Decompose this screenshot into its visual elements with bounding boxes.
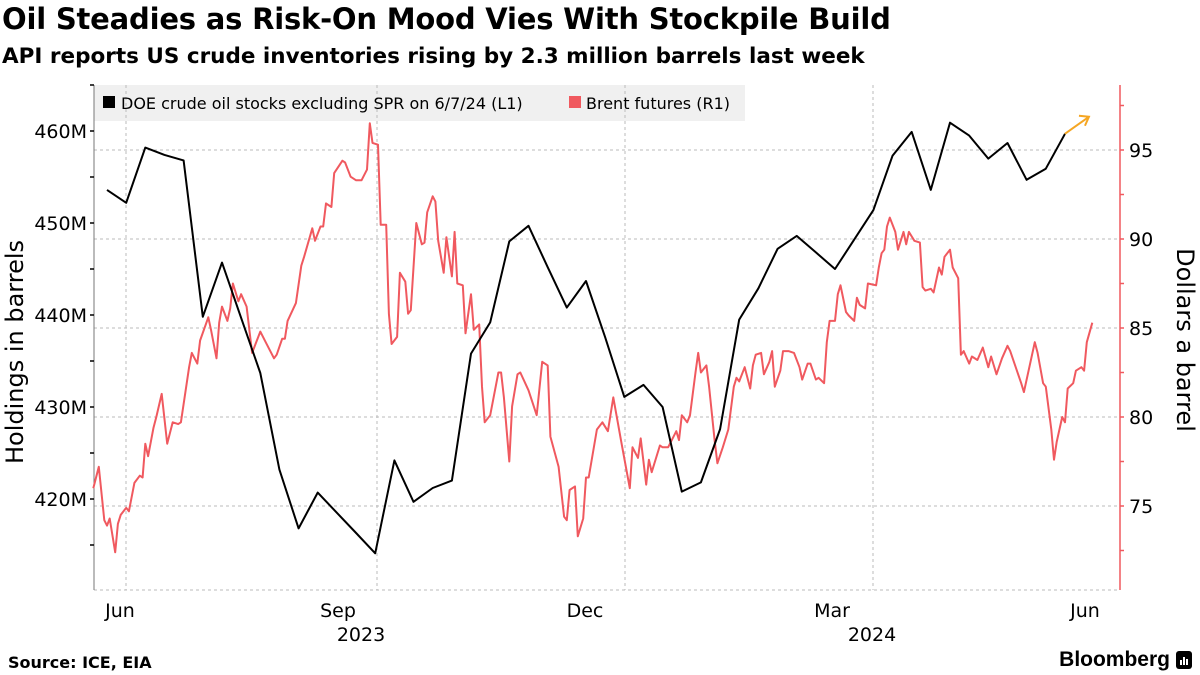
series xyxy=(92,114,1094,555)
y-right-tick-label: 95 xyxy=(1129,140,1153,162)
x-tick-label: Mar xyxy=(814,600,850,622)
y-left-tick-label: 420M xyxy=(34,489,87,511)
y-right-tick-label: 80 xyxy=(1129,407,1153,429)
x-year-label: 2023 xyxy=(337,624,385,646)
y-left-tick-label: 450M xyxy=(34,213,87,235)
axes: Jun Sep Dec Mar Jun 2023 2024 420M 430M 440M 450M 4… xyxy=(34,84,1153,646)
x-tick-label: Dec xyxy=(567,600,604,622)
arrow-head xyxy=(1078,114,1091,127)
source-note: Source: ICE, EIA xyxy=(8,653,152,672)
bloomberg-logo: Bloomberg xyxy=(1059,648,1192,672)
x-tick-label: Jun xyxy=(1069,600,1100,622)
legend-label-brent: Brent futures (R1) xyxy=(586,94,730,113)
y-left-tick-label: 430M xyxy=(34,397,87,419)
legend-swatch-brent xyxy=(569,96,581,108)
doe-stocks-line xyxy=(106,121,1066,555)
y-left-tick-label: 460M xyxy=(34,121,87,143)
y-left-axis-title: Holdings in barrels xyxy=(1,240,29,464)
x-tick-label: Sep xyxy=(320,600,356,622)
brand-name: Bloomberg xyxy=(1059,648,1170,671)
x-year-label: 2024 xyxy=(848,624,896,646)
arrow-shaft xyxy=(1064,115,1090,135)
bloomberg-chart-icon xyxy=(1176,651,1192,669)
y-right-tick-label: 85 xyxy=(1129,318,1153,340)
chart-title: Oil Steadies as Risk-On Mood Vies With S… xyxy=(2,2,891,36)
y-right-tick-label: 75 xyxy=(1129,496,1153,518)
legend-background xyxy=(94,85,745,121)
y-right-tick-label: 90 xyxy=(1129,229,1153,251)
gridlines xyxy=(94,85,1120,591)
legend-swatch-doe xyxy=(103,96,115,108)
chart-subtitle: API reports US crude inventories rising … xyxy=(2,44,865,69)
legend-label-doe: DOE crude oil stocks excluding SPR on 6/… xyxy=(121,94,523,113)
brent-line xyxy=(92,122,1094,554)
y-right-axis-title: Dollars a barrel xyxy=(1171,248,1199,432)
trend-arrow-icon xyxy=(1064,114,1091,135)
x-tick-label: Jun xyxy=(104,600,135,622)
y-left-tick-label: 440M xyxy=(34,305,87,327)
